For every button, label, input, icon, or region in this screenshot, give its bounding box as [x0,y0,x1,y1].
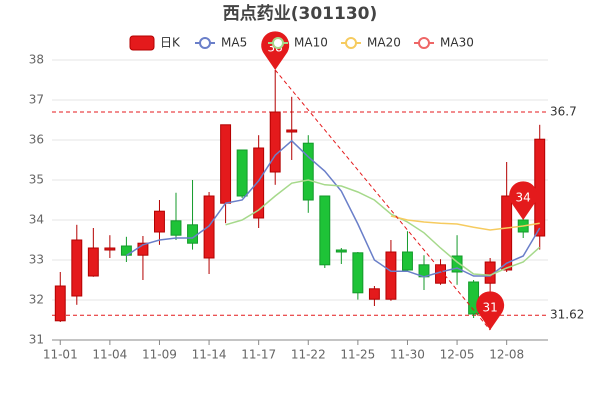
mark-point: 38 [261,31,290,70]
ma-line [125,139,541,278]
x-tick-label: 11-25 [340,348,375,362]
y-tick-label: 31 [29,333,44,347]
max-min-line [274,69,491,331]
y-tick-label: 32 [29,293,44,307]
ma-line [390,215,540,231]
mark-line-label: 36.7 [550,105,577,119]
candle-body [269,111,281,173]
x-tick-label: 12-08 [489,348,524,362]
candle-body [451,255,463,273]
y-tick-label: 35 [29,173,44,187]
chart-title: 西点药业(301130) [223,3,378,24]
legend-label: MA10 [294,36,328,50]
candle-body [534,138,546,237]
ma-line [225,179,541,276]
candle-body [501,195,513,271]
candle-body [187,224,198,244]
candle-body [352,252,364,294]
legend-label: MA20 [367,36,401,50]
legend-icon [418,37,430,49]
candle-body [385,251,397,300]
mark-point-label: 31 [482,301,497,315]
x-tick-label: 11-30 [390,348,425,362]
candle-body [302,142,314,201]
candle-body [236,149,248,197]
y-tick-label: 37 [29,93,44,107]
legend-label: 日K [160,36,181,50]
y-tick-label: 36 [29,133,44,147]
legend: 日K MA5 MA10 MA20 MA30 [129,35,474,51]
mark-point: 34 [509,181,538,220]
candle-body [104,247,116,251]
y-tick-label: 33 [29,253,44,267]
legend-icon [129,35,155,51]
candle-body [203,195,215,259]
x-tick-label: 11-17 [241,348,276,362]
candle-body [253,147,265,219]
legend-icon [345,37,357,49]
candle-body [319,195,331,266]
candle-body [154,210,165,233]
candle-body [335,249,347,253]
x-tick-label: 12-05 [440,348,475,362]
x-tick-label: 11-09 [142,348,177,362]
candle-body [368,288,380,300]
x-tick-label: 11-04 [92,348,127,362]
mark-line-label: 31.62 [550,308,584,322]
x-tick-label: 11-01 [43,348,78,362]
y-tick-label: 38 [29,53,44,67]
candle-body [87,247,99,277]
candle-body [402,251,413,271]
candle-body [137,242,149,256]
candle-body [170,220,182,236]
candle-body [220,124,232,204]
y-tick-label: 34 [29,213,44,227]
mark-point: 31 [476,291,505,330]
legend-icon [272,37,284,49]
x-tick-label: 11-14 [192,348,227,362]
legend-icon [199,37,211,49]
mark-pin [476,291,505,330]
candle-body [71,239,83,297]
candle-body [435,264,446,284]
x-tick-label: 11-22 [291,348,326,362]
mark-point-label: 34 [516,191,531,205]
candle-body [286,129,298,133]
mark-pin [509,181,538,220]
candle-body [54,285,66,322]
legend-label: MA5 [221,36,247,50]
legend-label: MA30 [440,36,474,50]
